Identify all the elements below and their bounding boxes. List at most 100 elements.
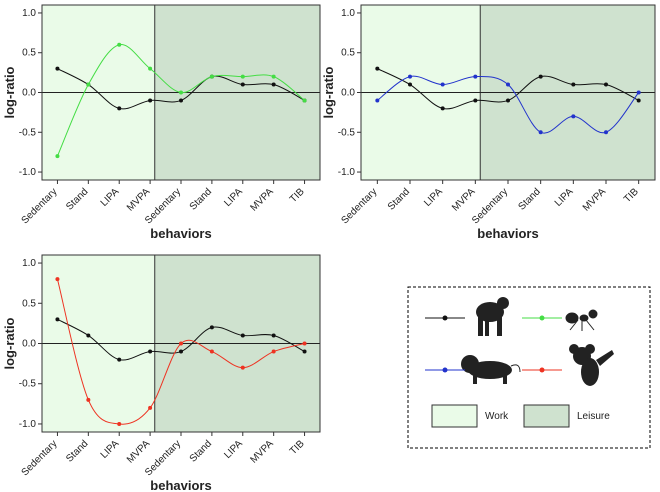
x-tick-label: LIPA [422,186,445,209]
ape-icon [476,297,509,336]
x-tick-label: Stand [64,438,90,464]
point [209,349,214,354]
point [271,333,276,338]
point [302,341,307,346]
point [117,357,122,362]
legend-label: Work [485,411,509,422]
x-tick-label: Stand [188,186,214,212]
point [86,82,91,87]
point [408,82,412,87]
x-tick-label: MVPA [450,186,478,214]
point [473,98,478,103]
point [55,277,60,282]
point [440,82,445,87]
point [86,333,91,338]
plot-frame [360,4,656,181]
x-tick-label: Sedentary [20,438,60,478]
x-tick-label: Sedentary [20,186,60,226]
point [209,74,214,79]
point [440,106,445,111]
x-tick-label: Sedentary [339,186,379,226]
x-tick-label: Stand [64,186,90,212]
x-tick-label: TIB [288,438,307,457]
y-tick-label: -1.0 [338,167,356,178]
point [148,66,153,71]
legend-dot [442,367,448,373]
y-tick-label: 1.0 [22,8,36,19]
y-tick-label: 1.0 [22,258,36,269]
point [375,98,380,103]
point [179,341,183,346]
y-tick-label: -0.5 [338,127,356,138]
y-axis-title: log-ratio [2,317,17,369]
point [86,397,91,402]
point [179,90,183,95]
point [271,349,276,354]
point [538,130,543,135]
y-tick-label: 0.0 [22,88,36,99]
point [302,98,307,103]
point [148,405,153,410]
point [408,74,412,79]
point [506,82,510,87]
y-tick-label: 0.5 [341,48,355,59]
y-tick-label: -0.5 [19,379,37,390]
point [240,365,245,370]
y-tick-label: 0.5 [22,48,36,59]
point [148,98,153,103]
point [636,90,641,95]
y-axis-title: log-ratio [321,66,336,118]
x-tick-label: MVPA [248,186,276,214]
point [209,325,214,330]
koala-icon [569,344,614,386]
plot-frame [41,254,321,433]
ant-icon [565,309,598,331]
point [148,349,153,354]
plot-frame [41,4,321,181]
point [636,98,641,103]
legend-dot [539,367,545,373]
point [538,74,543,79]
x-axis-title: behaviors [150,226,211,241]
point [117,106,122,111]
legend-dot [539,315,545,321]
x-tick-label: Sedentary [470,186,510,226]
point [375,66,380,71]
y-axis-title: log-ratio [2,66,17,118]
x-tick-label: TIB [622,186,641,205]
point [55,66,60,71]
y-tick-label: 0.5 [22,298,36,309]
point [604,82,608,87]
point [117,42,122,47]
y-tick-label: 0.0 [341,88,355,99]
x-axis-title: behaviors [477,226,538,241]
x-tick-label: LIPA [99,186,122,209]
point [240,82,245,87]
y-tick-label: 0.0 [22,339,36,350]
x-axis-title: behaviors [150,478,211,492]
point [473,74,478,79]
point [506,98,510,103]
point [571,82,576,87]
point [302,349,307,354]
legend-swatch [431,404,478,428]
y-tick-label: -0.5 [19,127,37,138]
point [604,130,608,135]
lion-icon [461,355,521,384]
point [240,74,245,79]
x-tick-label: MVPA [125,186,153,214]
x-tick-label: LIPA [553,186,576,209]
x-tick-label: Stand [386,186,412,212]
y-tick-label: -1.0 [19,167,37,178]
y-tick-label: -1.0 [19,419,37,430]
point [240,333,245,338]
x-tick-label: LIPA [99,438,122,461]
x-tick-label: MVPA [125,438,153,466]
x-tick-label: MVPA [248,438,276,466]
point [55,317,60,322]
legend-label: Leisure [577,411,610,422]
legend-swatch [523,404,570,428]
